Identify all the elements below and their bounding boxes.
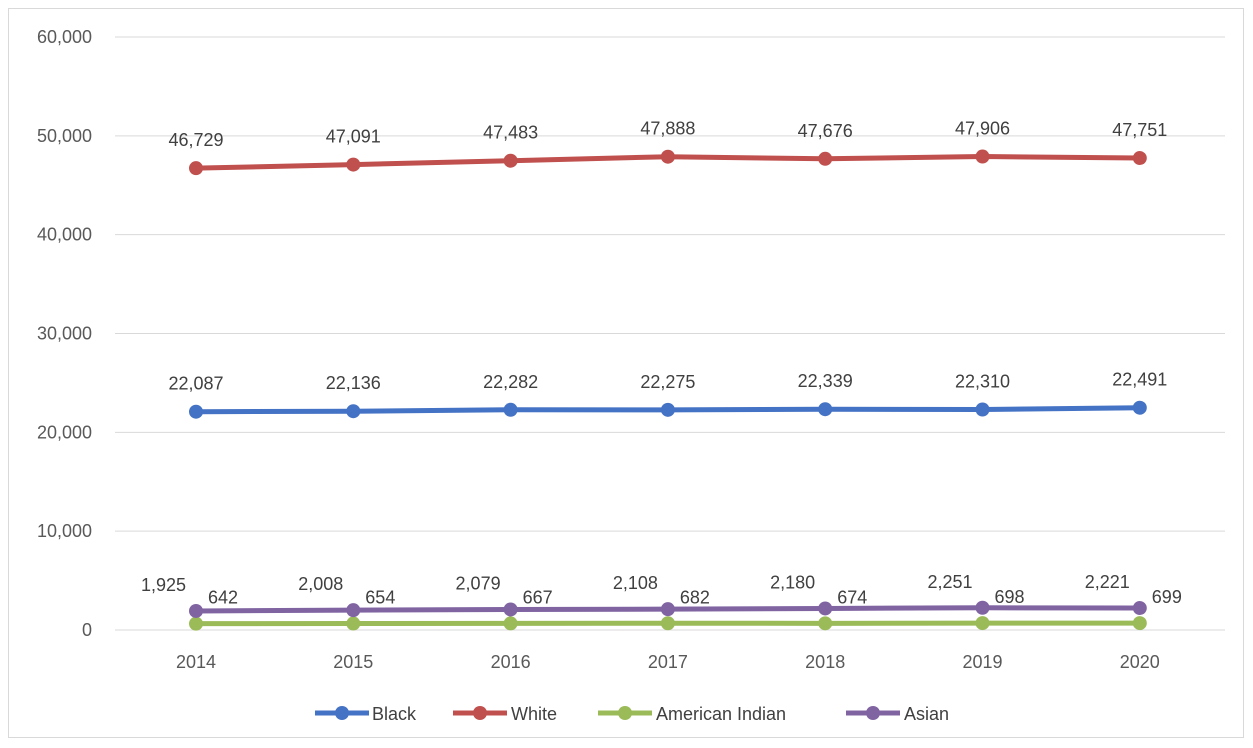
data-label: 654 [365,588,395,608]
data-point [346,616,361,631]
x-tick-label: 2019 [962,652,1002,672]
y-axis-ticks: 0 10,000 20,000 30,000 40,000 50,000 60,000 [37,27,92,640]
data-label: 2,221 [1085,572,1130,592]
data-point [503,616,518,631]
legend-item-american-indian: American Indian [598,704,786,724]
legend: Black White American Indian Asian [315,704,949,724]
data-label: 46,729 [168,130,223,150]
data-label: 699 [1152,587,1182,607]
data-label: 1,925 [141,575,186,595]
data-point [346,404,361,419]
data-point [975,402,990,417]
data-label: 2,079 [456,573,501,593]
data-label: 22,275 [640,372,695,392]
y-tick-label: 40,000 [37,225,92,245]
data-point [975,616,990,631]
gridlines [115,36,1225,631]
data-point [975,600,990,615]
data-label: 2,180 [770,572,815,592]
y-tick-label: 10,000 [37,521,92,541]
data-point [818,151,833,166]
y-tick-label: 50,000 [37,126,92,146]
data-label: 47,751 [1112,120,1167,140]
data-point [346,603,361,618]
legend-item-white: White [453,704,557,724]
legend-label: Asian [904,704,949,724]
data-point [818,616,833,631]
legend-swatch-marker [335,706,349,720]
chart-frame [8,8,1244,738]
data-label: 47,483 [483,123,538,143]
y-tick-label: 20,000 [37,422,92,442]
legend-swatch-marker [473,706,487,720]
data-point [189,616,203,631]
legend-item-black: Black [315,704,417,724]
x-tick-label: 2018 [805,652,845,672]
legend-label: Black [372,704,417,724]
data-labels: 22,087 22,136 22,282 22,275 22,339 22,310 22,4… [141,119,1182,608]
data-point [503,602,518,617]
x-tick-label: 2014 [176,652,216,672]
y-tick-label: 0 [82,620,92,640]
data-point [1132,601,1147,616]
legend-swatch-marker [866,706,880,720]
data-label: 22,087 [168,374,223,394]
legend-swatch-marker [618,706,632,720]
data-label: 47,091 [326,127,381,147]
data-point [660,149,675,164]
data-label: 22,491 [1112,370,1167,390]
legend-label: American Indian [656,704,786,724]
data-point [189,161,203,176]
data-label: 47,676 [798,121,853,141]
x-tick-label: 2015 [333,652,373,672]
data-point [818,601,833,616]
data-point [189,404,203,419]
data-label: 698 [995,587,1025,607]
data-label: 22,282 [483,372,538,392]
data-label: 2,008 [298,574,343,594]
data-label: 642 [208,588,238,608]
data-label: 47,906 [955,119,1010,139]
data-point [1132,400,1147,415]
data-point [975,149,990,164]
legend-item-asian: Asian [846,704,949,724]
data-label: 2,251 [927,572,972,592]
data-point [818,402,833,417]
x-tick-label: 2020 [1120,652,1160,672]
y-tick-label: 30,000 [37,324,92,344]
series-lines [189,149,1147,631]
data-point [660,402,675,417]
data-point [189,603,203,618]
data-label: 47,888 [640,119,695,139]
data-point [1132,616,1147,631]
data-label: 22,310 [955,372,1010,392]
data-point [660,602,675,617]
data-point [1132,151,1147,166]
data-point [346,157,361,172]
data-label: 22,136 [326,373,381,393]
data-point [660,616,675,631]
data-point [503,402,518,417]
data-point [503,153,518,168]
x-axis-ticks: 2014 2015 2016 2017 2018 2019 2020 [176,652,1160,672]
data-label: 667 [523,587,553,607]
data-label: 682 [680,587,710,607]
x-tick-label: 2016 [491,652,531,672]
data-label: 674 [837,587,867,607]
x-tick-label: 2017 [648,652,688,672]
data-label: 2,108 [613,573,658,593]
data-label: 22,339 [798,371,853,391]
y-tick-label: 60,000 [37,27,92,47]
legend-label: White [511,704,557,724]
